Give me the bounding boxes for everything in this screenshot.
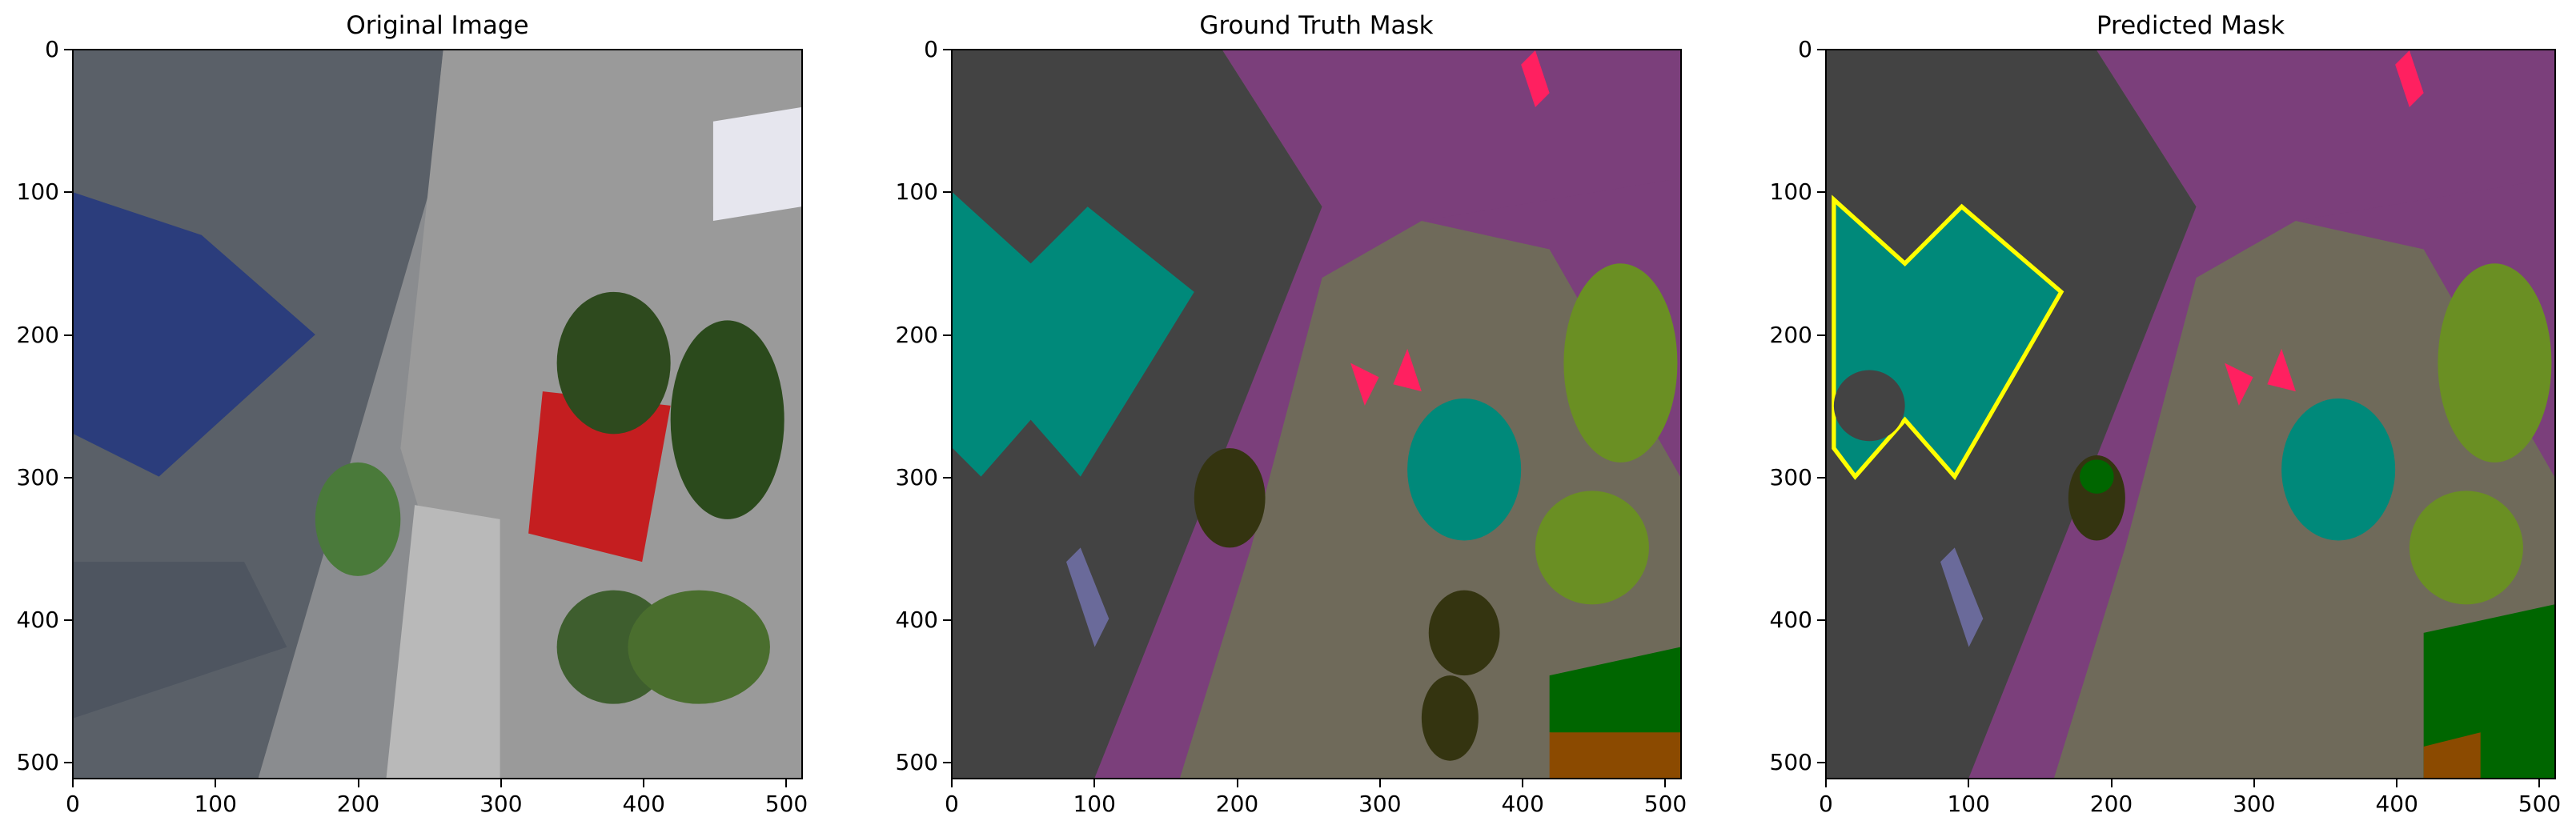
x-tick-mark (1968, 779, 1970, 787)
x-tick-label: 100 (194, 791, 237, 817)
panel-ground-truth: Ground Truth Mask (857, 0, 1716, 833)
y-tick-label: 200 (895, 321, 938, 348)
x-tick-label: 300 (2233, 791, 2276, 817)
x-tick-label: 500 (1643, 791, 1687, 817)
x-tick-mark (71, 779, 74, 787)
x-tick-label: 0 (944, 791, 959, 817)
y-tick-label: 200 (16, 321, 59, 348)
x-tick-mark (1522, 779, 1524, 787)
y-tick-mark (1817, 476, 1825, 479)
y-tick-mark (943, 762, 951, 764)
y-tick-mark (1817, 191, 1825, 194)
y-tick-label: 400 (895, 607, 938, 634)
x-tick-label: 200 (336, 791, 380, 817)
x-tick-label: 100 (1947, 791, 1990, 817)
y-tick-mark (64, 191, 72, 194)
y-tick-mark (1817, 334, 1825, 336)
x-tick-label: 200 (2089, 791, 2133, 817)
x-tick-mark (950, 779, 953, 787)
x-tick-label: 500 (764, 791, 809, 817)
x-tick-label: 100 (1073, 791, 1116, 817)
panel-title: Predicted Mask (2096, 11, 2285, 40)
y-tick-mark (64, 48, 72, 50)
y-tick-label: 400 (1769, 607, 1812, 634)
panel-predicted: Predicted Mask (1716, 0, 2576, 833)
x-tick-mark (1093, 779, 1096, 787)
y-tick-mark (64, 762, 72, 764)
y-tick-label: 200 (1769, 321, 1812, 348)
x-tick-label: 300 (1358, 791, 1402, 817)
y-tick-label: 300 (895, 463, 938, 491)
predicted-mask (1825, 49, 2556, 779)
y-tick-label: 300 (1769, 463, 1812, 491)
x-tick-mark (500, 779, 502, 787)
x-tick-mark (2253, 779, 2255, 787)
x-tick-mark (1378, 779, 1381, 787)
y-tick-mark (943, 476, 951, 479)
y-tick-mark (943, 48, 951, 50)
y-tick-label: 0 (1798, 35, 1812, 62)
panel-title: Ground Truth Mask (1199, 11, 1434, 40)
x-tick-label: 0 (65, 791, 80, 817)
x-tick-mark (1824, 779, 1827, 787)
y-tick-label: 0 (45, 35, 59, 62)
y-tick-mark (64, 334, 72, 336)
y-tick-mark (943, 619, 951, 622)
y-tick-label: 500 (1769, 749, 1812, 776)
y-tick-mark (1817, 762, 1825, 764)
x-tick-mark (215, 779, 217, 787)
x-tick-label: 300 (479, 791, 523, 817)
x-tick-label: 200 (1215, 791, 1259, 817)
x-tick-mark (357, 779, 359, 787)
panel-original: Original Image (0, 0, 857, 833)
y-tick-label: 400 (16, 607, 59, 634)
x-tick-mark (2538, 779, 2541, 787)
x-tick-mark (785, 779, 788, 787)
x-tick-mark (643, 779, 645, 787)
x-tick-label: 400 (2375, 791, 2418, 817)
x-tick-label: 400 (1501, 791, 1544, 817)
y-tick-label: 100 (16, 178, 59, 206)
x-tick-mark (2110, 779, 2113, 787)
y-tick-mark (943, 191, 951, 194)
y-tick-label: 100 (895, 178, 938, 206)
y-tick-label: 500 (16, 749, 59, 776)
x-tick-label: 0 (1818, 791, 1833, 817)
y-tick-mark (64, 476, 72, 479)
y-tick-label: 500 (895, 749, 938, 776)
y-tick-label: 0 (924, 35, 938, 62)
x-tick-mark (1664, 779, 1667, 787)
y-tick-mark (1817, 48, 1825, 50)
x-tick-mark (1236, 779, 1238, 787)
y-tick-label: 300 (16, 463, 59, 491)
x-tick-label: 500 (2518, 791, 2562, 817)
ground-truth-mask (951, 49, 1682, 779)
y-tick-mark (64, 619, 72, 622)
y-tick-mark (1817, 619, 1825, 622)
panel-title: Original Image (346, 11, 529, 40)
x-tick-mark (2396, 779, 2398, 787)
x-tick-label: 400 (622, 791, 665, 817)
y-tick-mark (943, 334, 951, 336)
original-image (72, 49, 803, 779)
y-tick-label: 100 (1769, 178, 1812, 206)
